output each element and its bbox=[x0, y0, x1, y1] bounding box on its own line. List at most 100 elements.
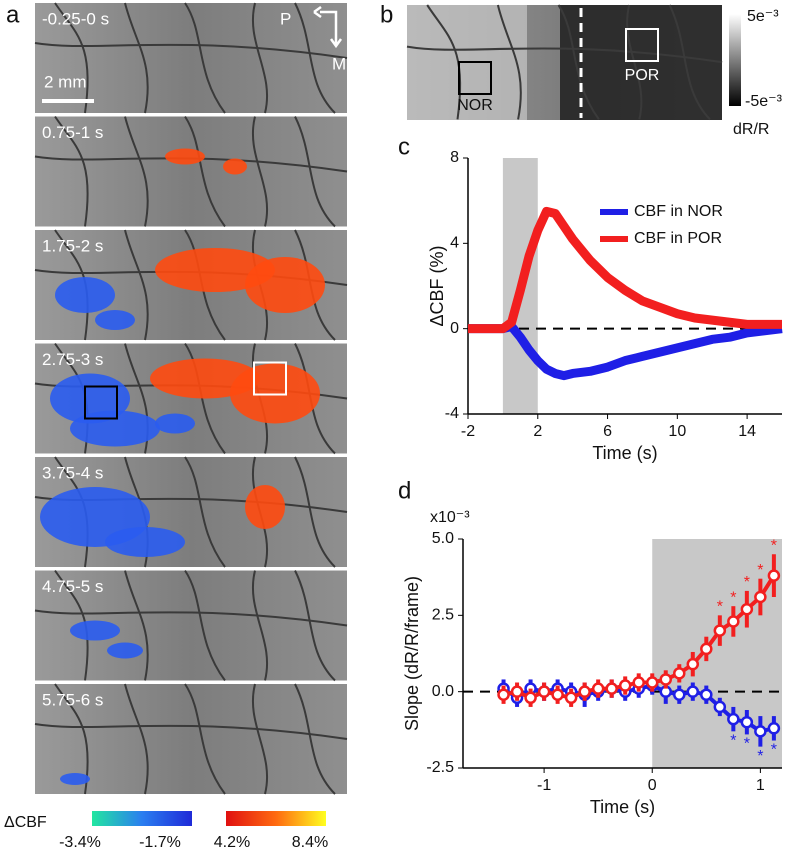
roi-label: NOR bbox=[457, 97, 493, 114]
x-tick-label: 14 bbox=[738, 423, 756, 440]
series-line bbox=[468, 206, 782, 334]
y-tick-label: 5.0 bbox=[432, 530, 454, 547]
point bbox=[578, 685, 591, 698]
significance: * bbox=[757, 748, 763, 765]
point bbox=[727, 712, 740, 726]
point bbox=[700, 642, 713, 656]
colorbar-label: -1.7% bbox=[139, 834, 181, 851]
y-tick-label: 0.0 bbox=[432, 683, 454, 700]
x-tick-label: 0 bbox=[648, 777, 657, 794]
y-axis-label: ΔCBF (%) bbox=[427, 245, 447, 326]
activation bbox=[245, 257, 325, 313]
colorbar-label: 4.2% bbox=[214, 834, 250, 851]
frame-time: 5.75-6 s bbox=[42, 690, 103, 709]
significance: * bbox=[771, 742, 777, 759]
activation bbox=[245, 485, 285, 529]
panel-label: b bbox=[380, 1, 393, 28]
point bbox=[754, 590, 767, 604]
activation bbox=[155, 248, 275, 292]
panel-label: c bbox=[398, 133, 410, 160]
y-axis-label: Slope (dR/R/frame) bbox=[402, 576, 422, 731]
point bbox=[740, 602, 754, 616]
point bbox=[740, 715, 754, 729]
activation bbox=[107, 642, 143, 659]
frame-time: 4.75-5 s bbox=[42, 577, 103, 596]
point bbox=[497, 688, 510, 701]
roi bbox=[84, 385, 118, 420]
point bbox=[551, 688, 564, 701]
point bbox=[673, 667, 686, 680]
point bbox=[767, 722, 781, 735]
colorbar-unit: dR/R bbox=[733, 121, 769, 138]
point bbox=[659, 673, 673, 686]
point bbox=[645, 676, 659, 689]
y-tick-label: 4 bbox=[450, 235, 459, 252]
series-line bbox=[468, 322, 783, 381]
point bbox=[591, 682, 605, 695]
point bbox=[767, 569, 781, 582]
panel-label: a bbox=[6, 1, 20, 28]
y-tick-label: 0 bbox=[450, 320, 459, 337]
x-tick-label: 6 bbox=[603, 423, 612, 440]
frame-time: 2.75-3 s bbox=[42, 350, 103, 369]
activation bbox=[70, 620, 120, 641]
frame-time: 3.75-4 s bbox=[42, 463, 103, 482]
point bbox=[727, 615, 740, 628]
point bbox=[700, 688, 713, 701]
activation bbox=[155, 413, 195, 434]
activation bbox=[105, 527, 185, 557]
y-tick-label: 2.5 bbox=[432, 607, 454, 624]
x-tick-label: 10 bbox=[668, 423, 686, 440]
frame-time: 1.75-2 s bbox=[42, 236, 103, 255]
legend-label: CBF in NOR bbox=[634, 203, 723, 220]
colorbar-title: ΔCBF bbox=[4, 814, 47, 831]
point bbox=[510, 685, 524, 698]
activation bbox=[165, 148, 205, 165]
significance: * bbox=[717, 599, 723, 616]
frame-time: 0.75-1 s bbox=[42, 123, 103, 142]
orientation: P bbox=[280, 9, 291, 28]
panel-a: -0.25-0 s 0.75-1 s 1.75-2 s 2.75-3 s 3.75-4 … bbox=[4, 2, 348, 851]
point bbox=[686, 685, 700, 698]
orientation-arrow bbox=[313, 5, 343, 49]
x-tick-label: -1 bbox=[537, 777, 551, 794]
point bbox=[632, 676, 645, 689]
x-axis-label: Time (s) bbox=[592, 443, 657, 463]
activation bbox=[60, 773, 90, 785]
panel-label: d bbox=[398, 477, 411, 504]
exponent-label: x10⁻³ bbox=[430, 509, 470, 526]
activation bbox=[70, 410, 160, 447]
point bbox=[713, 624, 727, 637]
significance: * bbox=[730, 589, 736, 606]
point bbox=[564, 691, 578, 705]
colorbar-label: -5e⁻³ bbox=[745, 93, 783, 110]
significance: * bbox=[771, 537, 777, 554]
significance: * bbox=[730, 733, 736, 750]
point bbox=[524, 691, 537, 705]
point bbox=[673, 688, 686, 701]
point bbox=[686, 657, 700, 671]
point bbox=[537, 685, 551, 698]
colorbar bbox=[226, 811, 326, 826]
roi-label: POR bbox=[625, 67, 660, 84]
y-tick-label: -4 bbox=[445, 405, 459, 422]
activation bbox=[55, 277, 115, 313]
significance: * bbox=[744, 574, 750, 591]
scale-label: 2 mm bbox=[44, 72, 87, 91]
activation bbox=[95, 310, 135, 330]
orientation: M bbox=[332, 54, 346, 73]
significance: * bbox=[744, 736, 750, 753]
legend-label: CBF in POR bbox=[634, 230, 722, 247]
point bbox=[605, 682, 618, 695]
significance: * bbox=[757, 562, 763, 579]
x-axis-label: Time (s) bbox=[590, 797, 655, 817]
colorbar bbox=[92, 811, 192, 826]
colorbar-label: 8.4% bbox=[292, 834, 328, 851]
x-tick-label: 2 bbox=[533, 423, 542, 440]
x-tick-label: 1 bbox=[756, 777, 765, 794]
colorbar-label: 5e⁻³ bbox=[747, 8, 779, 25]
activation bbox=[223, 158, 247, 175]
point bbox=[713, 700, 727, 714]
y-tick-label: -2.5 bbox=[426, 759, 454, 776]
